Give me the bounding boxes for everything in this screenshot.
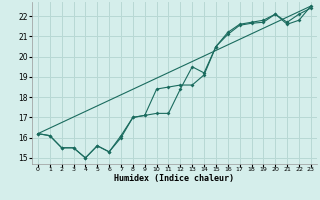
- X-axis label: Humidex (Indice chaleur): Humidex (Indice chaleur): [115, 174, 234, 183]
